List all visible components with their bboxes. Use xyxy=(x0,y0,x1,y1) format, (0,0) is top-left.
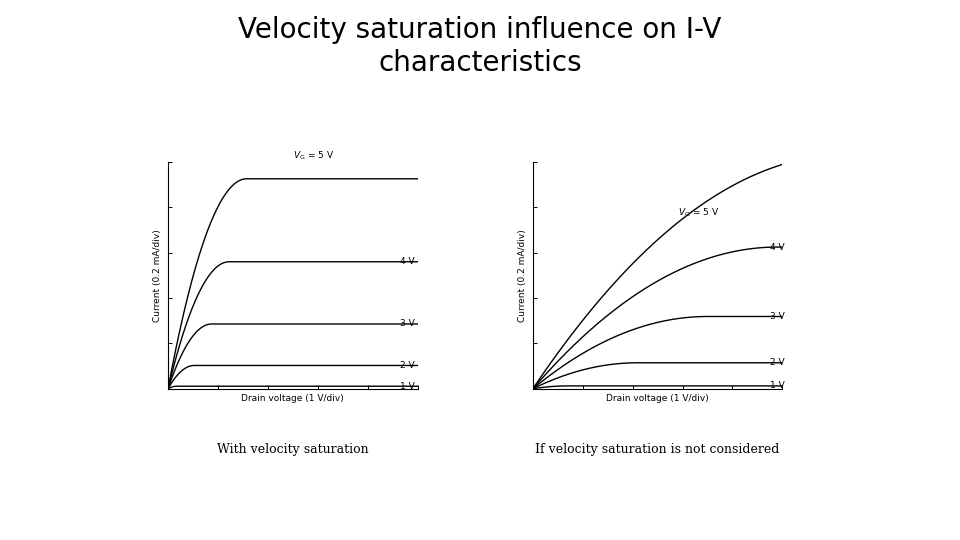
Text: 2 V: 2 V xyxy=(770,358,784,367)
Text: If velocity saturation is not considered: If velocity saturation is not considered xyxy=(536,443,780,456)
Text: $\it{V}_\mathrm{G}$ = 5 V: $\it{V}_\mathrm{G}$ = 5 V xyxy=(678,206,719,219)
Text: Velocity saturation influence on I-V
characteristics: Velocity saturation influence on I-V cha… xyxy=(238,16,722,77)
X-axis label: Drain voltage (1 V/div): Drain voltage (1 V/div) xyxy=(606,394,709,403)
Text: 2 V: 2 V xyxy=(400,361,415,370)
Text: $\it{V}_\mathrm{G}$ = 5 V: $\it{V}_\mathrm{G}$ = 5 V xyxy=(293,150,334,162)
Text: 4 V: 4 V xyxy=(770,243,784,252)
Text: 1 V: 1 V xyxy=(400,382,415,391)
Text: 3 V: 3 V xyxy=(770,312,784,321)
Text: With velocity saturation: With velocity saturation xyxy=(217,443,369,456)
Y-axis label: Current (0.2 mA/div): Current (0.2 mA/div) xyxy=(154,229,162,322)
Y-axis label: Current (0.2 mA/div): Current (0.2 mA/div) xyxy=(518,229,527,322)
Text: 4 V: 4 V xyxy=(400,257,415,266)
Text: 1 V: 1 V xyxy=(770,381,784,390)
X-axis label: Drain voltage (1 V/div): Drain voltage (1 V/div) xyxy=(241,394,345,403)
Text: 3 V: 3 V xyxy=(400,320,415,328)
